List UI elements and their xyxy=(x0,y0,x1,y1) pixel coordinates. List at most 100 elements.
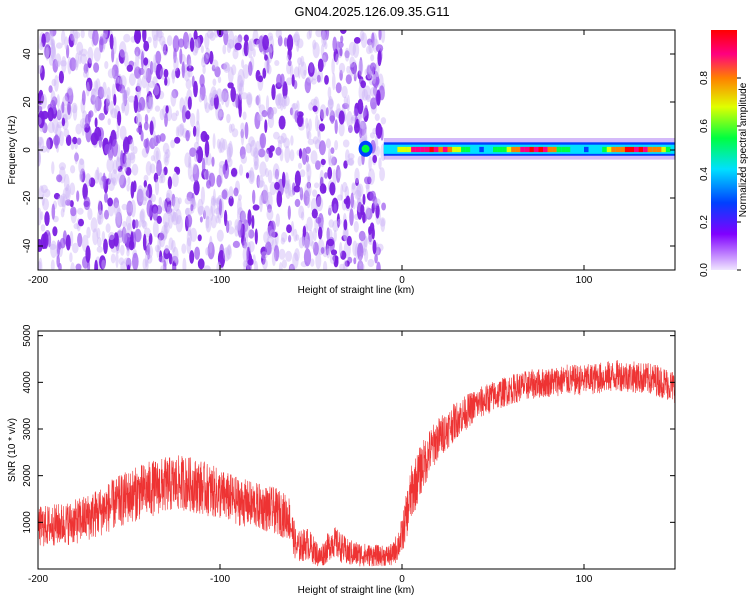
spectrogram-noise-cell xyxy=(126,249,130,257)
spectrogram-noise-cell xyxy=(103,238,108,254)
spectrogram-noise-cell xyxy=(142,233,147,251)
spectrogram-noise-cell xyxy=(361,88,369,101)
spectrogram-noise-cell xyxy=(171,193,176,207)
spectrogram-noise-cell xyxy=(116,246,120,254)
spectrogram-noise-cell xyxy=(358,59,364,76)
carrier-band-cell xyxy=(656,146,662,153)
spectrogram-noise-cell xyxy=(109,100,114,115)
spectrogram-noise-cell xyxy=(227,244,232,256)
spectrogram-noise-cell xyxy=(203,265,211,270)
spectrogram-noise-cell xyxy=(254,95,261,106)
spectrogram-noise-cell xyxy=(262,67,267,79)
spectrogram-noise-cell xyxy=(310,98,318,107)
spectrogram-noise-cell xyxy=(306,196,311,209)
carrier-band-cell xyxy=(515,146,521,153)
carrier-band-cell xyxy=(538,146,543,153)
spectrogram-noise-cell xyxy=(185,79,192,90)
snr-series-line xyxy=(38,360,675,567)
spectrogram-noise-cell xyxy=(223,62,231,73)
spectrogram-noise-cell xyxy=(42,198,49,211)
spectrogram-noise-cell xyxy=(182,31,189,50)
spectrogram-noise-cell xyxy=(88,177,96,188)
spectrogram-noise-cell xyxy=(350,192,355,209)
spectrogram-noise-cell xyxy=(156,245,160,259)
snr-y-tick-label: 1000 xyxy=(22,511,33,534)
spectrogram-noise-cell xyxy=(335,53,339,66)
carrier-band-cell xyxy=(397,146,402,153)
spectrogram-noise-cell xyxy=(69,182,76,196)
spectrogram-noise-cell xyxy=(93,95,99,113)
spectrogram-noise-cell xyxy=(76,41,84,56)
spectrogram-noise-cell xyxy=(90,132,99,146)
spectrogram-noise-cell xyxy=(227,226,235,235)
spectrogram-noise-cell xyxy=(213,94,219,110)
spectrogram-noise-cell xyxy=(369,190,376,202)
spectrogram-noise-cell xyxy=(364,104,368,116)
spectrogram-noise-cell xyxy=(289,149,295,162)
spectrogram-noise-cell xyxy=(340,30,347,34)
spectrogram-noise-cell xyxy=(318,226,323,240)
spectrogram-noise-cell xyxy=(257,175,264,189)
spectrogram-noise-cell xyxy=(94,117,98,128)
spectrogram-noise-cell xyxy=(170,90,177,107)
spectrogram-noise-cell xyxy=(194,39,199,54)
spectrogram-noise-cell xyxy=(146,244,154,259)
carrier-band-cell xyxy=(433,146,439,153)
spectrogram-noise-cell xyxy=(122,227,128,245)
spectrogram-noise-cell xyxy=(335,82,342,94)
carrier-band-cell xyxy=(597,146,603,153)
spectrogram-noise-cell xyxy=(258,180,265,188)
spectrogram-noise-cell xyxy=(348,124,353,134)
spectrogram-noise-cell xyxy=(164,156,169,163)
spectrogram-noise-cell xyxy=(277,135,285,144)
spectrogram-noise-cell xyxy=(110,253,116,264)
spectrogram-noise-cell xyxy=(303,248,312,267)
spectrogram-noise-cell xyxy=(38,151,41,167)
spectrogram-noise-cell xyxy=(43,43,51,59)
spectrogram-noise-cell xyxy=(210,214,217,229)
spectrogram-noise-cell xyxy=(287,205,291,220)
spectrogram-noise-cell xyxy=(143,57,149,66)
spectrogram-noise-cell xyxy=(112,159,118,175)
spectrogram-noise-cell xyxy=(345,149,350,163)
spectrogram-noise-cell xyxy=(79,172,83,182)
spectrogram-noise-cell xyxy=(294,170,301,188)
spectrogram-noise-cell xyxy=(51,78,57,87)
spectrogram-noise-cell xyxy=(363,236,368,253)
spectrogram-noise-cell xyxy=(363,128,368,143)
carrier-band-cell xyxy=(643,146,648,153)
spectrogram-noise-cell xyxy=(225,245,232,260)
spectrogram-noise-cell xyxy=(329,115,336,122)
carrier-band-cell xyxy=(388,146,393,153)
spectrogram-noise-cell xyxy=(308,30,313,39)
spectrogram-noise-cell xyxy=(56,239,61,257)
carrier-band-cell xyxy=(624,146,630,153)
carrier-band-cell xyxy=(438,146,443,153)
spectrogram-noise-cell xyxy=(181,61,185,79)
carrier-band-cell xyxy=(415,146,421,153)
spectrogram-noise-cell xyxy=(326,243,331,259)
spectrogram-noise-cell xyxy=(319,109,324,122)
spectrogram-noise-cell xyxy=(206,180,212,189)
carrier-band-cell xyxy=(593,146,598,153)
spectrogram-noise-cell xyxy=(88,110,94,118)
spectrogram-noise-cell xyxy=(303,190,310,206)
spectrogram-noise-cell xyxy=(185,207,192,217)
spectrogram-noise-cell xyxy=(157,237,162,251)
spectrogram-noise-cell xyxy=(130,199,136,218)
spectrogram-noise-cell xyxy=(147,36,152,43)
carrier-band-cell xyxy=(488,146,493,153)
spectrogram-x-tick-label: -200 xyxy=(28,275,48,286)
spectrogram-noise-cell xyxy=(322,52,329,63)
spectrogram-noise-cell xyxy=(286,77,293,86)
spectrogram-x-tick-label: -100 xyxy=(210,275,230,286)
spectrogram-noise-cell xyxy=(281,171,286,188)
spectrogram-noise-cell xyxy=(104,98,110,107)
spectrogram-noise-cell xyxy=(291,102,298,110)
spectrogram-noise-cell xyxy=(177,197,182,205)
spectrogram-noise-cell xyxy=(62,187,70,199)
carrier-band-cell xyxy=(483,146,489,153)
spectrogram-noise-cell xyxy=(74,31,81,39)
spectrogram-noise-cell xyxy=(346,235,352,246)
spectrogram-noise-cell xyxy=(93,62,100,73)
